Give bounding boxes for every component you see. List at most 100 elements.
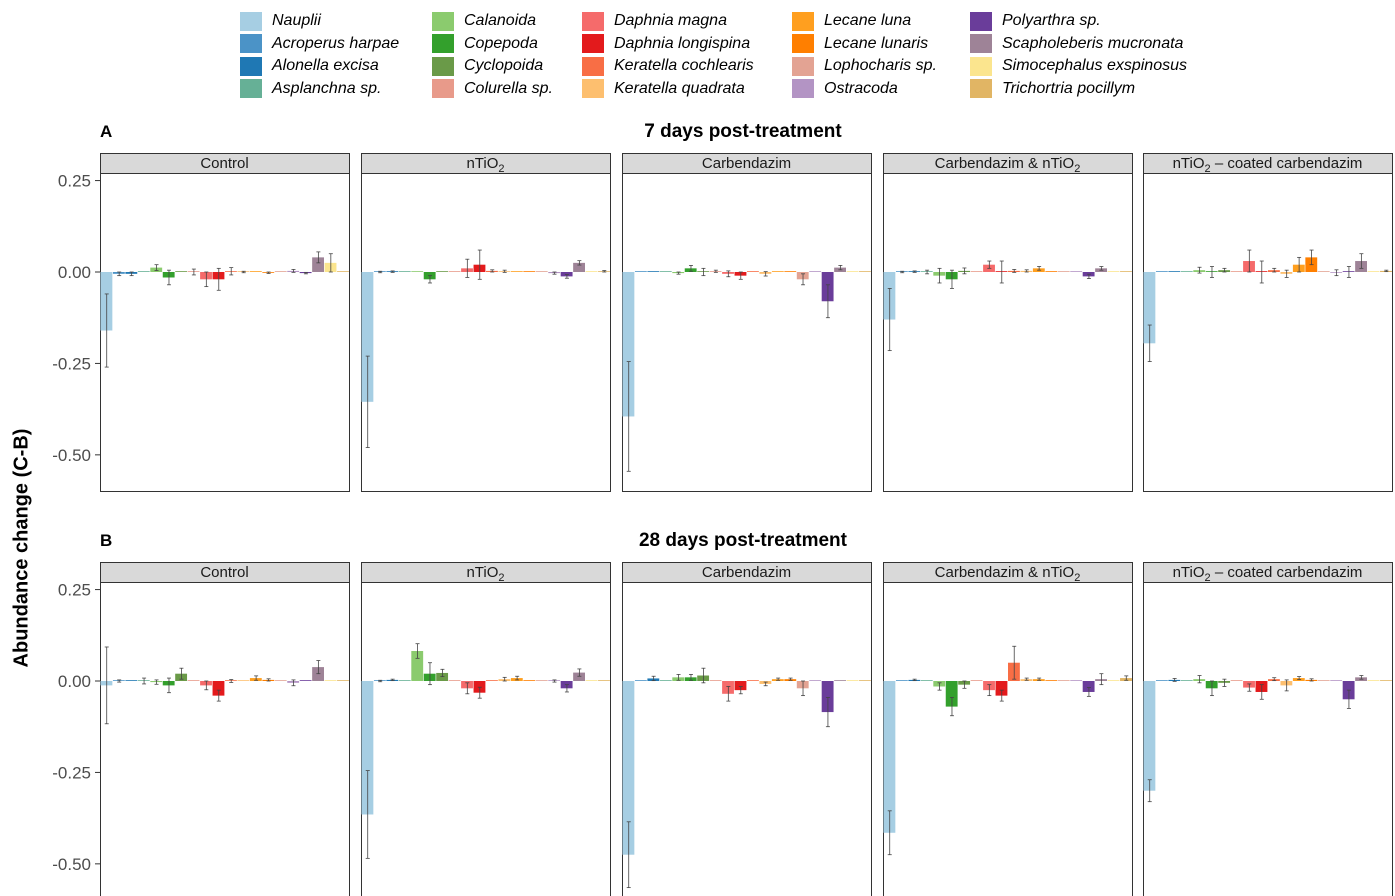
bar-colurella-sp <box>187 680 200 681</box>
bar-lophocharis-sp <box>1057 680 1070 681</box>
bar-colurella-sp <box>970 271 983 272</box>
legend-swatch <box>582 34 604 53</box>
bar-ostracoda <box>1070 271 1083 272</box>
row-title: 7 days post-treatment <box>644 121 842 142</box>
panel-ntio2-coated-carbendazim: nTiO2​ – coated carbendazim <box>1143 153 1393 492</box>
legend-swatch <box>792 34 814 53</box>
bar-calanoida <box>411 271 424 272</box>
legend-swatch <box>240 56 262 76</box>
bar-simocephalus-exspinosus <box>846 271 859 272</box>
panel-control: Control <box>100 153 350 492</box>
panel-area <box>361 173 611 492</box>
bar-lophocharis-sp <box>274 680 287 681</box>
panel-control: Control <box>100 562 350 896</box>
bar-simocephalus-exspinosus <box>585 680 598 681</box>
legend-item-asplanchna-sp: Asplanchna sp. <box>240 78 381 100</box>
bar-trichortria-pocillym <box>1120 271 1132 272</box>
legend-swatch <box>582 79 604 98</box>
bar-asplanchna-sp <box>398 680 411 681</box>
panel-area <box>622 582 872 896</box>
bar-copepoda <box>945 681 958 707</box>
bar-lophocharis-sp <box>274 271 287 272</box>
legend-label: Lecane lunaris <box>824 34 929 52</box>
row-tag: B <box>100 531 112 550</box>
legend-label: Lophocharis sp. <box>824 57 937 74</box>
legend-swatch <box>970 79 992 98</box>
bar-asplanchna-sp <box>659 680 672 681</box>
legend-label: Keratella quadrata <box>614 79 745 97</box>
legend-swatch <box>582 11 604 31</box>
panel-area <box>883 173 1133 492</box>
legend-item-cyclopoida: Cyclopoida <box>432 55 543 77</box>
y-axis-label: Abundance change (C-B) <box>11 429 34 668</box>
legend-label: Cyclopoida <box>464 57 544 74</box>
panel-carbendazim: Carbendazim <box>622 153 872 492</box>
bar-scapholeberis-mucronata <box>312 257 324 272</box>
legend-swatch <box>240 34 262 53</box>
bar-nauplii <box>1143 681 1156 791</box>
bar-colurella-sp <box>448 680 461 681</box>
y-tick-label: -0.25 <box>52 354 91 373</box>
panel-strip-label: nTiO2​ <box>466 564 504 584</box>
panel-carbendazim-ntio2: Carbendazim & nTiO2​ <box>883 562 1133 896</box>
facet-row-b: B 28 days post-treatment 0.25 0.00 -0.25 -0.5… <box>52 530 1393 896</box>
bar-trichortria-pocillym <box>859 271 871 272</box>
bar-lecane-lunaris <box>784 271 797 272</box>
bar-asplanchna-sp <box>920 680 933 681</box>
y-tick-label: 0.00 <box>58 263 91 282</box>
bar-lecane-lunaris <box>523 680 536 681</box>
bar-simocephalus-exspinosus <box>1367 271 1380 272</box>
legend-item-simocephalus-exspinosus: Simocephalus exspinosus <box>970 55 1187 77</box>
bar-daphnia-longispina <box>995 681 1008 696</box>
panel-ntio2: nTiO2​ <box>361 562 611 896</box>
bar-cyclopoida <box>436 271 449 272</box>
bar-ostracoda <box>1330 680 1343 681</box>
panel-area <box>361 582 611 896</box>
bar-trichortria-pocillym <box>337 271 349 272</box>
bar-lecane-lunaris <box>1045 271 1058 272</box>
legend-swatch <box>432 56 454 76</box>
legend-item-acroperus-harpae: Acroperus harpae <box>240 33 399 55</box>
panel-ntio2-coated-carbendazim: nTiO2​ – coated carbendazim <box>1143 562 1393 896</box>
bar-scapholeberis-mucronata <box>573 262 585 272</box>
legend-label: Acroperus harpae <box>272 34 400 52</box>
bar-simocephalus-exspinosus <box>1107 680 1120 681</box>
bar-keratella-quadrata <box>237 680 250 681</box>
legend-label: Nauplii <box>272 12 321 29</box>
legend-label: Calanoida <box>464 12 537 29</box>
bar-asplanchna-sp <box>1180 680 1193 681</box>
panel-strip-label: Control <box>200 564 248 581</box>
legend-label: Daphnia longispina <box>614 34 751 52</box>
legend-item-copepoda: Copepoda <box>432 33 538 55</box>
bar-trichortria-pocillym <box>598 680 610 681</box>
panel-carbendazim: Carbendazim <box>622 562 872 896</box>
bar-polyarthra-sp <box>821 681 834 713</box>
panel-strip-label: Carbendazim <box>702 155 791 172</box>
legend-swatch <box>582 56 604 76</box>
panel-area <box>1143 173 1393 492</box>
panel-area <box>100 173 350 492</box>
legend-swatch <box>432 11 454 31</box>
bar-ostracoda <box>1070 680 1083 681</box>
panel-area <box>1143 582 1393 896</box>
panel-ntio2: nTiO2​ <box>361 153 611 492</box>
bar-keratella-cochlearis <box>747 680 759 681</box>
panel-strip-label: nTiO2​ – coated carbendazim <box>1173 564 1363 584</box>
bar-lophocharis-sp <box>1317 680 1330 681</box>
legend-swatch <box>792 56 814 76</box>
legend-item-scapholeberis-mucronata: Scapholeberis mucronata <box>970 33 1183 55</box>
legend-item-daphnia-magna: Daphnia magna <box>582 10 727 32</box>
legend-item-keratella-quadrata: Keratella quadrata <box>582 78 745 100</box>
legend-swatch <box>240 11 262 31</box>
y-tick-label: 0.25 <box>58 172 91 191</box>
bar-lecane-luna <box>510 271 523 272</box>
legend-swatch <box>792 79 814 98</box>
bar-colurella-sp <box>1230 680 1243 681</box>
legend-swatch <box>240 79 262 98</box>
panel-area <box>100 582 350 896</box>
legend-item-nauplii: Nauplii <box>240 10 321 32</box>
bar-simocephalus-exspinosus <box>1367 680 1380 681</box>
legend-swatch <box>432 79 454 98</box>
legend-swatch <box>970 11 992 31</box>
legend-swatch <box>970 56 992 76</box>
